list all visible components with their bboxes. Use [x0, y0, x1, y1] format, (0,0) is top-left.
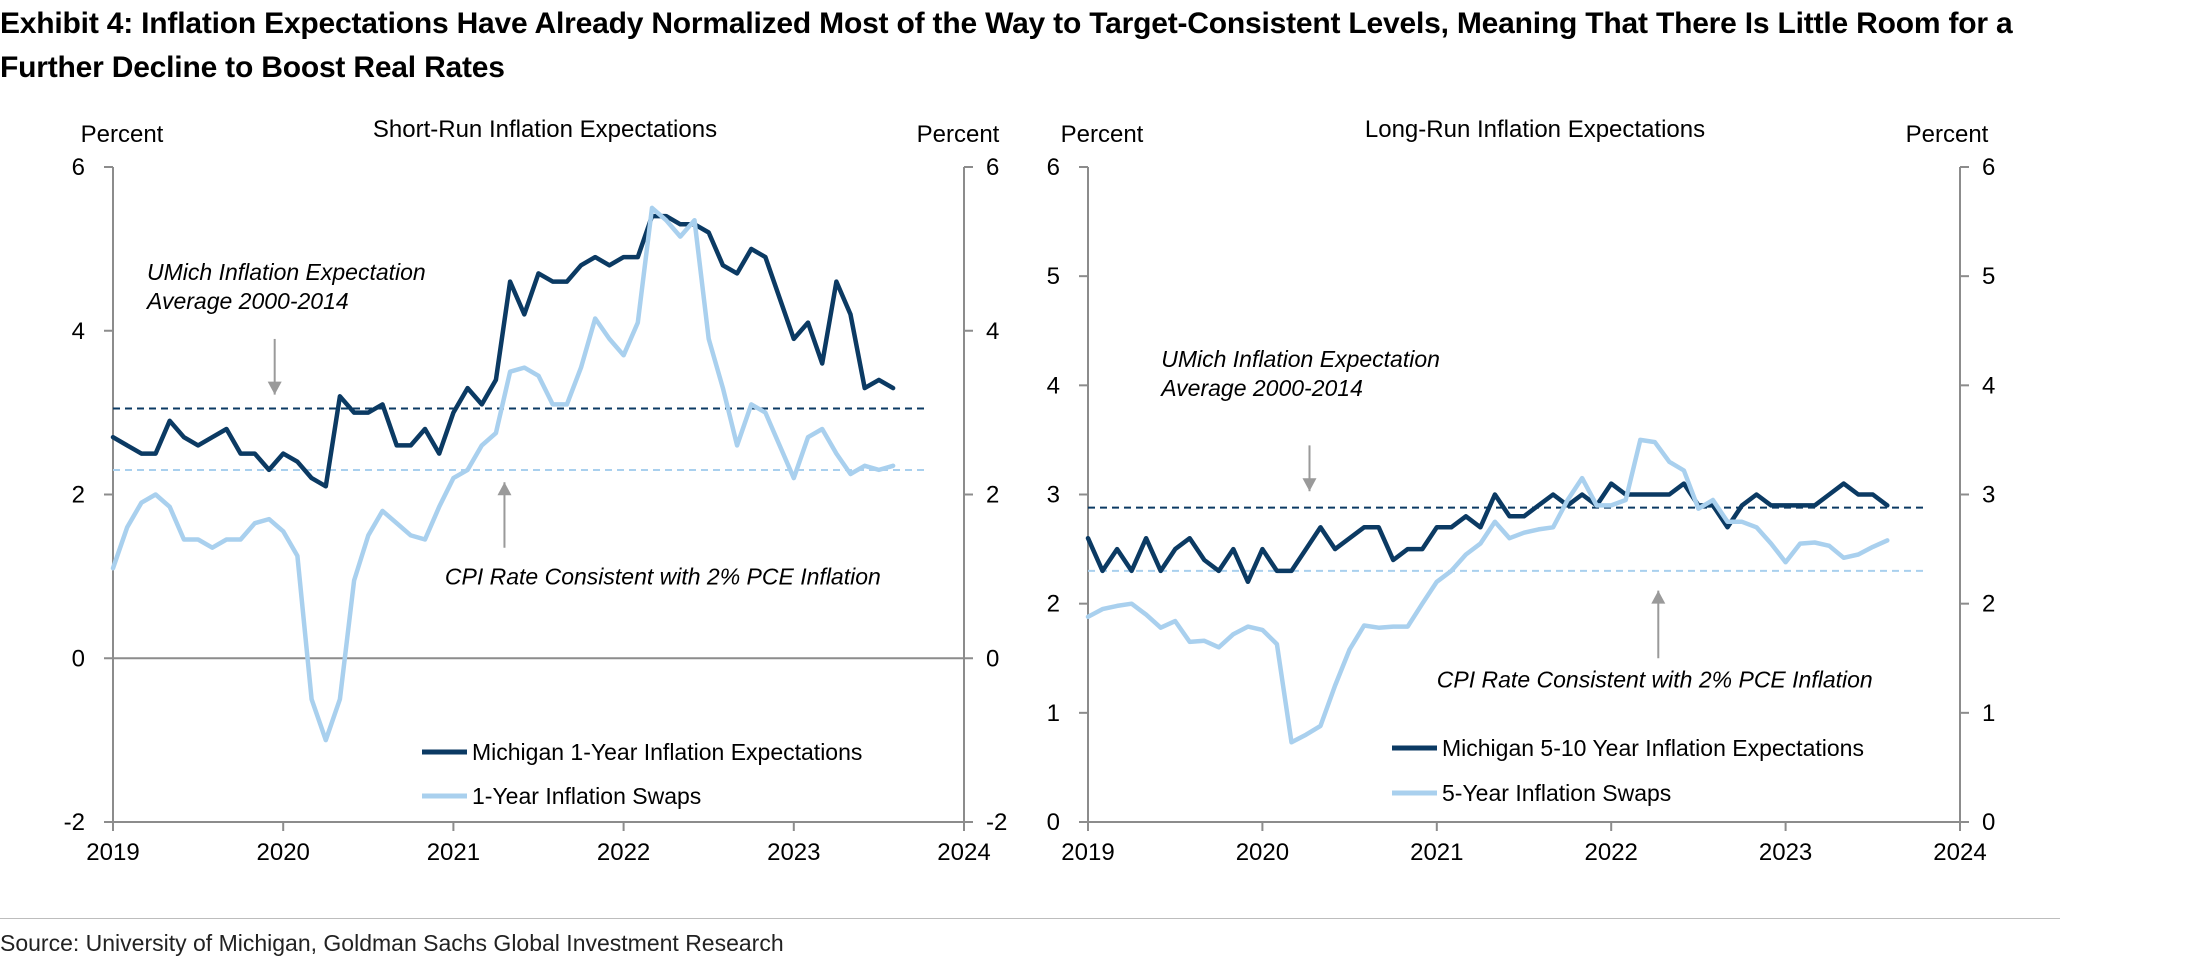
y-tick-label-right: 2: [1982, 591, 1995, 618]
y-tick-label-right: 4: [986, 318, 999, 345]
exhibit-title: Exhibit 4: Inflation Expectations Have A…: [0, 7, 2013, 84]
legend-label-0: Michigan 1-Year Inflation Expectations: [472, 739, 862, 765]
source-divider: [0, 918, 2060, 919]
y-tick-label-right: 0: [1982, 809, 1995, 836]
y-tick-label-left: -2: [64, 809, 85, 836]
y-tick-label-right: 6: [986, 154, 999, 181]
short-run-panel: Short-Run Inflation Expectations Percent P…: [64, 116, 1008, 866]
series-line-1: [110, 205, 896, 743]
y-tick-label-right: 1: [1982, 700, 1995, 727]
y-tick-label-left: 6: [72, 154, 85, 181]
cpi-consistent-note-arrow-head: [497, 482, 512, 496]
umich-average-note-arrow-head: [1302, 478, 1317, 492]
y-tick-label-right: 3: [1982, 482, 1995, 509]
y-tick-label-left: 2: [1047, 591, 1060, 618]
x-tick-label: 2024: [1933, 839, 1986, 866]
chart-title: Short-Run Inflation Expectations: [373, 116, 717, 143]
left-axis-label: Percent: [1061, 121, 1144, 148]
y-tick-label-right: 0: [986, 645, 999, 672]
legend-label-1: 1-Year Inflation Swaps: [472, 783, 701, 809]
y-tick-label-left: 4: [1047, 372, 1060, 399]
legend-label-1: 5-Year Inflation Swaps: [1442, 780, 1671, 806]
x-tick-label: 2023: [1759, 839, 1812, 866]
cpi-consistent-note-text: CPI Rate Consistent with 2% PCE Inflatio…: [445, 564, 881, 590]
right-axis-label: Percent: [1906, 121, 1989, 148]
y-tick-label-left: 0: [1047, 809, 1060, 836]
y-tick-label-right: 5: [1982, 263, 1995, 290]
y-tick-label-left: 6: [1047, 154, 1060, 181]
umich-average-note-text: Average 2000-2014: [1159, 375, 1363, 401]
x-tick-label: 2020: [257, 839, 310, 866]
x-tick-label: 2022: [1585, 839, 1638, 866]
y-tick-label-left: 5: [1047, 263, 1060, 290]
cpi-consistent-note-text: CPI Rate Consistent with 2% PCE Inflatio…: [1437, 667, 1873, 693]
umich-average-note-text: UMich Inflation Expectation: [147, 259, 426, 285]
x-tick-label: 2021: [1410, 839, 1463, 866]
y-tick-label-right: -2: [986, 809, 1007, 836]
source-note: Source: University of Michigan, Goldman …: [0, 930, 784, 956]
left-axis-label: Percent: [81, 121, 164, 148]
y-tick-label-left: 2: [72, 482, 85, 509]
x-tick-label: 2019: [86, 839, 139, 866]
y-tick-label-right: 2: [986, 482, 999, 509]
x-tick-label: 2023: [767, 839, 820, 866]
umich-average-note-text: Average 2000-2014: [145, 288, 349, 314]
x-tick-label: 2021: [427, 839, 480, 866]
chart-title: Long-Run Inflation Expectations: [1365, 116, 1705, 143]
right-axis-label: Percent: [917, 121, 1000, 148]
series-line-1: [1085, 437, 1890, 745]
x-tick-label: 2024: [937, 839, 990, 866]
y-tick-label-left: 0: [72, 645, 85, 672]
y-tick-label-left: 1: [1047, 700, 1060, 727]
y-tick-label-left: 3: [1047, 482, 1060, 509]
x-tick-label: 2019: [1061, 839, 1114, 866]
y-tick-label-right: 6: [1982, 154, 1995, 181]
umich-average-note-arrow-head: [267, 381, 282, 395]
series-line-0: [110, 213, 896, 489]
long-run-panel: Long-Run Inflation Expectations Percent Pe…: [1047, 116, 1996, 866]
umich-average-note-text: UMich Inflation Expectation: [1161, 346, 1440, 372]
y-tick-label-right: 4: [1982, 372, 1995, 399]
x-tick-label: 2022: [597, 839, 650, 866]
y-tick-label-left: 4: [72, 318, 85, 345]
cpi-consistent-note-arrow-head: [1651, 590, 1666, 604]
x-tick-label: 2020: [1236, 839, 1289, 866]
legend-label-0: Michigan 5-10 Year Inflation Expectation…: [1442, 735, 1864, 761]
series-line-0: [1085, 481, 1890, 585]
